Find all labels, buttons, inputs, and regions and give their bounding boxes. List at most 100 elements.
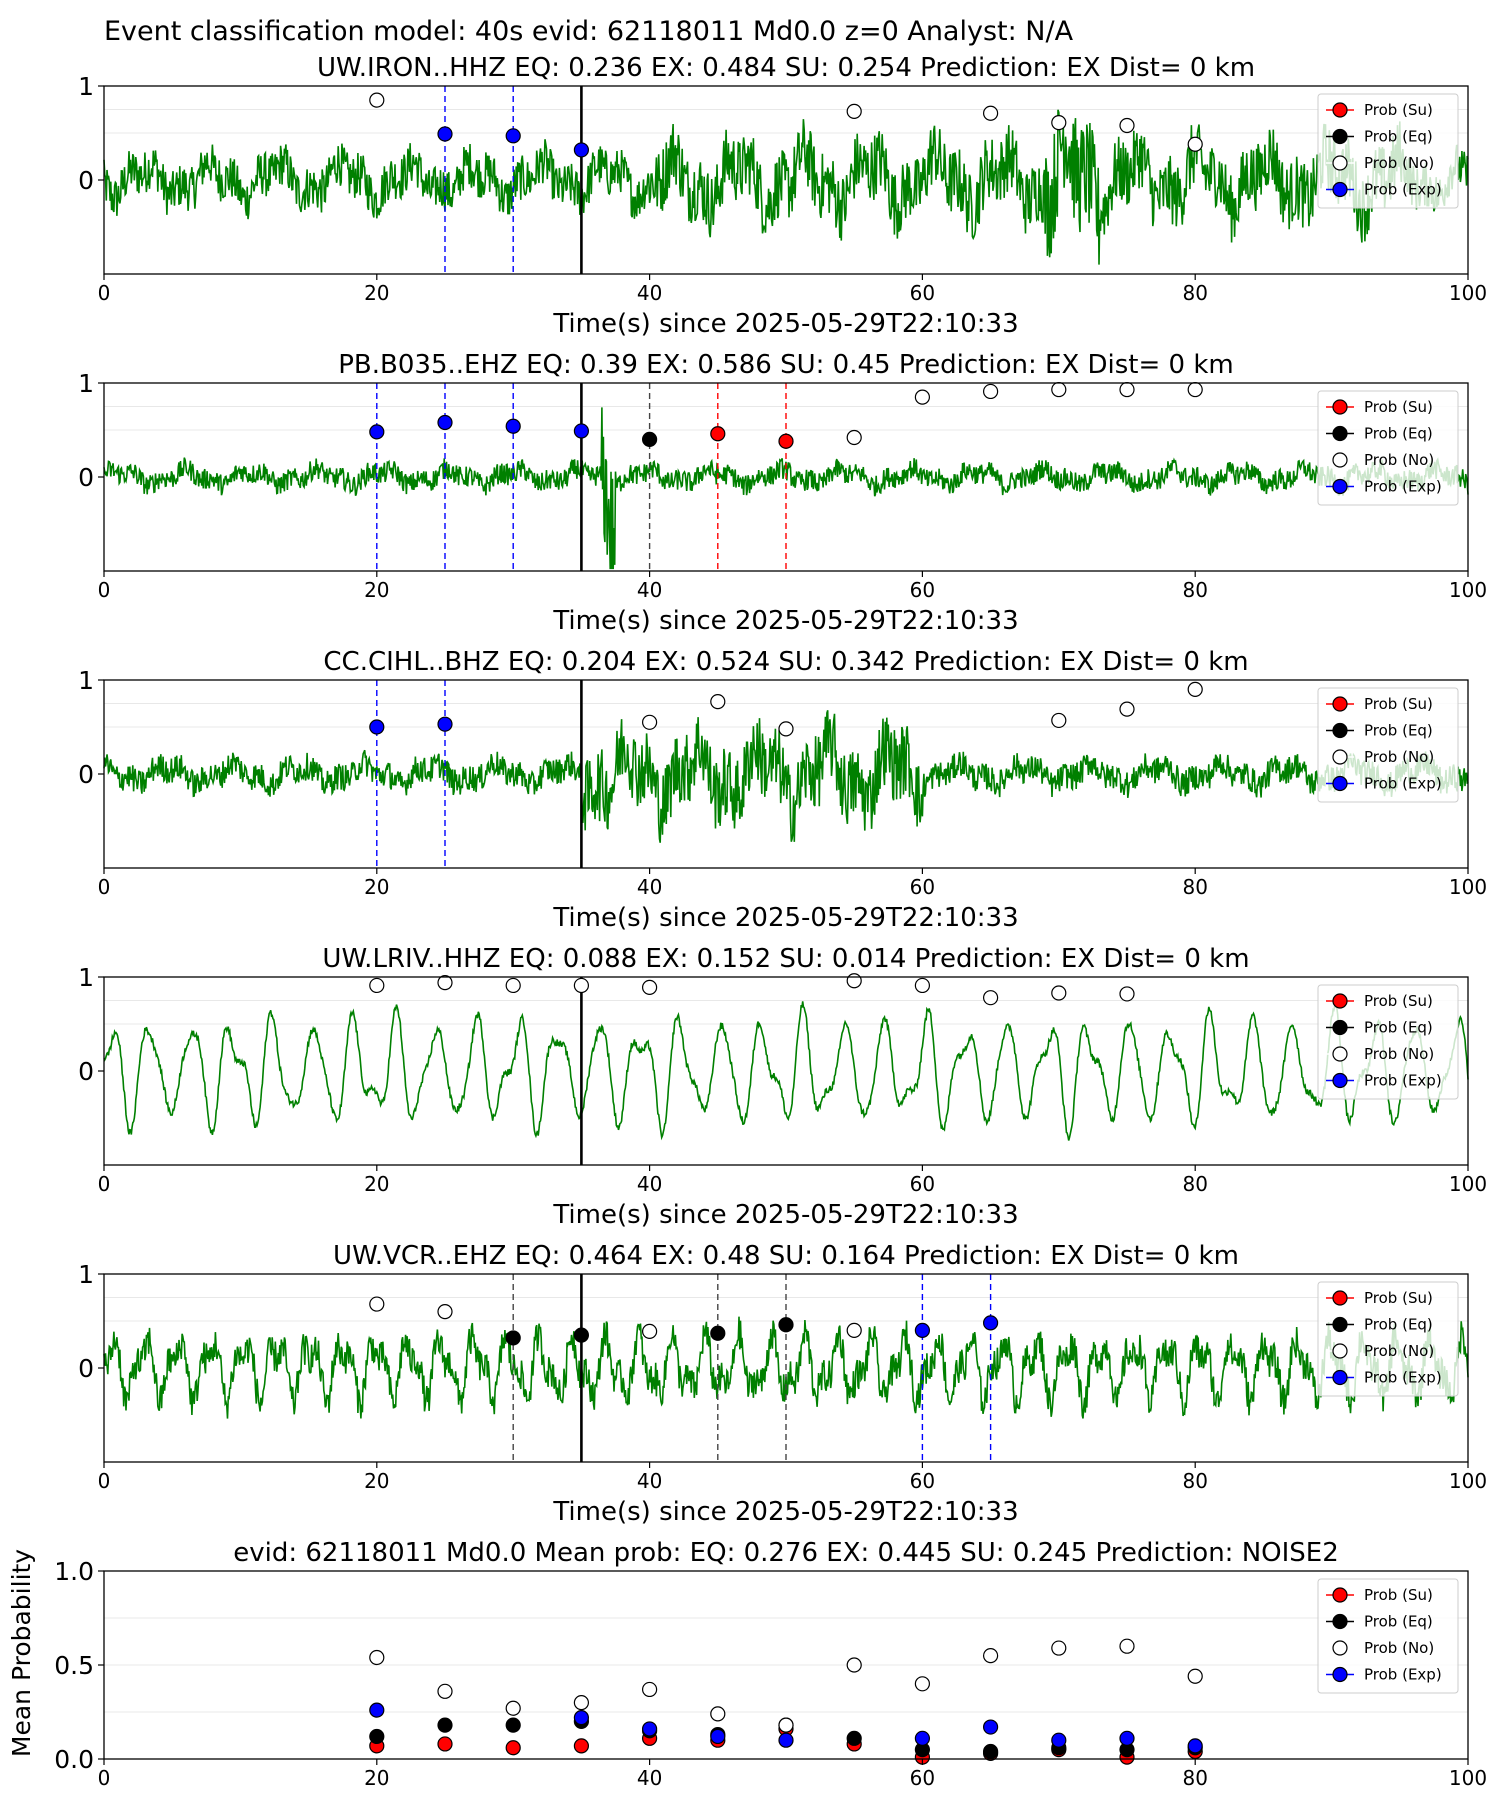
x-tick-label: 20: [364, 1172, 389, 1196]
point-no: [1119, 986, 1135, 1002]
x-tick-label: 20: [364, 281, 389, 305]
legend-box: [1317, 1281, 1459, 1397]
x-tick-label: 80: [1182, 578, 1207, 602]
legend-label: Prob (Exp): [1364, 775, 1442, 793]
x-tick-label: 20: [364, 1469, 389, 1493]
point-no: [1051, 985, 1067, 1001]
y-tick-label: 0: [78, 1354, 94, 1383]
x-axis-label: Time(s) since 2025-05-29T22:10:33: [552, 903, 1018, 933]
x-tick-label: 40: [637, 1172, 662, 1196]
x-tick-label: 60: [910, 1172, 935, 1196]
y-axis-label: Mean Probability: [7, 1549, 36, 1757]
panel-3: CC.CIHL..BHZ EQ: 0.204 EX: 0.524 SU: 0.3…: [78, 647, 1487, 933]
legend-label: Prob (No): [1364, 1342, 1434, 1360]
legend-label: Prob (Su): [1364, 992, 1433, 1010]
point-su: [573, 1738, 590, 1754]
legend-label: Prob (Exp): [1364, 1666, 1442, 1684]
x-tick-label: 20: [364, 875, 389, 899]
legend-marker-eq: [1332, 722, 1348, 739]
y-tick-label: 1.0: [54, 1557, 94, 1586]
x-tick-label: 80: [1182, 1172, 1207, 1196]
x-tick-label: 20: [364, 1766, 389, 1790]
point-no: [982, 383, 999, 400]
legend-label: Prob (No): [1364, 451, 1434, 469]
point-no: [846, 1657, 862, 1673]
legend-label: Prob (No): [1364, 748, 1434, 766]
x-tick-label: 40: [637, 1469, 662, 1493]
legend-marker-eq: [1332, 1613, 1348, 1630]
point-no: [846, 429, 862, 446]
point-exp: [573, 1710, 590, 1726]
point-no: [369, 1296, 385, 1312]
waveform-trace: [103, 109, 1469, 265]
legend-marker-no: [1332, 1640, 1348, 1656]
point-no: [1187, 681, 1203, 698]
point-exp: [437, 716, 453, 732]
x-tick-label: 80: [1182, 1766, 1207, 1790]
point-exp: [914, 1322, 931, 1339]
legend-label: Prob (Su): [1364, 398, 1433, 416]
x-axis-label: Time(s) since 2025-05-29T22:10:33: [552, 1497, 1018, 1527]
x-tick-label: 80: [1182, 1469, 1207, 1493]
legend-marker-su: [1332, 1587, 1348, 1603]
panel-title: UW.LRIV..HHZ EQ: 0.088 EX: 0.152 SU: 0.0…: [322, 944, 1249, 974]
panel-6: evid: 62118011 Md0.0 Mean prob: EQ: 0.27…: [7, 1538, 1487, 1790]
legend-marker-su: [1332, 696, 1348, 712]
point-no: [1051, 115, 1067, 131]
point-exp: [982, 1315, 999, 1331]
x-tick-label: 100: [1449, 1766, 1487, 1790]
point-no: [1187, 1668, 1203, 1684]
legend: Prob (Su) Prob (Eq) Prob (No) Prob (Exp): [1317, 1281, 1459, 1397]
legend-marker-exp: [1332, 478, 1348, 495]
point-no: [846, 973, 862, 989]
point-no: [1119, 701, 1135, 717]
panel-title: PB.B035..EHZ EQ: 0.39 EX: 0.586 SU: 0.45…: [338, 350, 1234, 380]
point-no: [982, 1647, 999, 1664]
legend-label: Prob (No): [1364, 154, 1434, 172]
x-axis-label: Time(s) since 2025-05-29T22:10:33: [552, 309, 1018, 339]
legend: Prob (Su) Prob (Eq) Prob (No) Prob (Exp): [1317, 984, 1459, 1100]
point-exp: [1187, 1738, 1203, 1754]
legend-marker-no: [1332, 1343, 1348, 1359]
legend-marker-exp: [1332, 1072, 1348, 1089]
point-eq: [641, 431, 658, 447]
legend-label: Prob (Su): [1364, 1289, 1433, 1307]
legend-marker-no: [1332, 1046, 1348, 1062]
legend-label: Prob (Eq): [1364, 722, 1433, 740]
point-no: [505, 1700, 521, 1716]
legend-marker-su: [1332, 399, 1348, 415]
point-eq: [710, 1325, 726, 1341]
panels: UW.IRON..HHZ EQ: 0.236 EX: 0.484 SU: 0.2…: [7, 53, 1487, 1790]
legend-marker-exp: [1332, 1666, 1348, 1683]
panel-title: UW.VCR..EHZ EQ: 0.464 EX: 0.48 SU: 0.164…: [333, 1241, 1239, 1271]
legend-box: [1317, 390, 1459, 506]
point-no: [1119, 117, 1135, 134]
point-no: [778, 721, 794, 737]
legend-label: Prob (Su): [1364, 101, 1433, 119]
point-no: [1187, 136, 1203, 152]
point-su: [505, 1740, 521, 1756]
point-eq: [573, 1327, 590, 1343]
legend-marker-exp: [1332, 181, 1348, 198]
x-tick-label: 0: [98, 281, 111, 305]
legend: Prob (Su) Prob (Eq) Prob (No) Prob (Exp): [1317, 687, 1459, 803]
point-exp: [437, 126, 453, 142]
legend-marker-eq: [1332, 425, 1348, 442]
legend-label: Prob (Su): [1364, 1586, 1433, 1604]
y-tick-label: 0: [78, 463, 94, 492]
x-tick-label: 100: [1449, 578, 1487, 602]
legend-label: Prob (No): [1364, 1045, 1434, 1063]
waveform-trace: [103, 1001, 1469, 1141]
point-no: [437, 1683, 453, 1699]
x-tick-label: 60: [910, 875, 935, 899]
legend-marker-su: [1332, 102, 1348, 118]
x-tick-label: 60: [910, 281, 935, 305]
y-tick-label: 0: [78, 760, 94, 789]
point-exp: [710, 1728, 726, 1745]
legend: Prob (Su) Prob (Eq) Prob (No) Prob (Exp): [1317, 93, 1459, 209]
point-no: [846, 1322, 862, 1339]
point-exp: [641, 1721, 658, 1737]
legend-marker-no: [1332, 749, 1348, 765]
point-no: [641, 714, 658, 730]
